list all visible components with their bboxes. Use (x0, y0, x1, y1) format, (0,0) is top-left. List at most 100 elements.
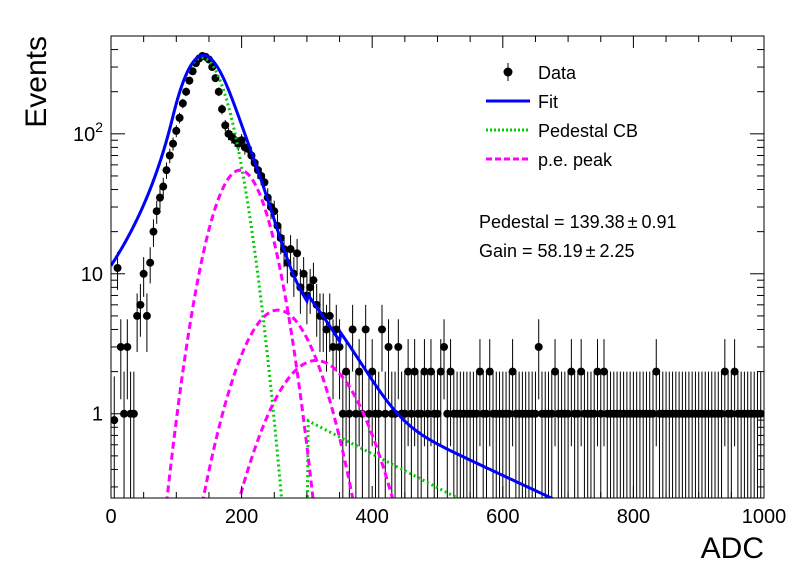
data-point (368, 339, 377, 447)
data-marker (355, 367, 364, 376)
data-marker (214, 87, 223, 96)
data-marker (410, 367, 419, 376)
data-marker (423, 409, 432, 418)
data-point (508, 339, 517, 447)
data-marker (377, 325, 386, 334)
data-point (309, 262, 318, 305)
data-point (172, 125, 181, 138)
data-point (652, 339, 661, 447)
y-tick-label: 102 (73, 119, 103, 146)
data-point (152, 200, 161, 224)
data-point (730, 339, 739, 447)
data-marker (139, 269, 148, 278)
data-point (577, 339, 586, 447)
data-point (727, 371, 736, 498)
data-point (159, 177, 168, 197)
data-marker (338, 409, 347, 418)
x-tick-label: 200 (225, 506, 258, 528)
data-point (299, 257, 308, 297)
data-marker (342, 367, 351, 376)
data-point (221, 119, 230, 132)
data-point (293, 238, 302, 273)
data-point (475, 339, 484, 447)
data-point (113, 251, 122, 290)
data-point (433, 371, 442, 498)
data-marker (404, 367, 413, 376)
data-marker (551, 367, 560, 376)
data-marker (384, 342, 393, 351)
data-marker (730, 367, 739, 376)
data-marker (182, 87, 191, 96)
data-marker (720, 367, 729, 376)
data-marker (178, 99, 187, 108)
data-point (420, 339, 429, 447)
data-marker (123, 342, 132, 351)
data-marker (237, 136, 246, 145)
data-marker (475, 367, 484, 376)
data-marker (505, 409, 514, 418)
data-marker (322, 325, 331, 334)
data-marker (443, 409, 452, 418)
data-marker (306, 283, 315, 292)
data-point (485, 339, 494, 447)
data-marker (345, 409, 354, 418)
pe-peak-curve-1 (165, 168, 315, 498)
data-point (361, 304, 370, 372)
data-marker (335, 342, 344, 351)
data-marker (361, 325, 370, 334)
tick-labels: 0 200 400 600 800 1000 1 10 102 (73, 119, 786, 528)
data-marker (394, 342, 403, 351)
data-marker (577, 367, 586, 376)
data-point (384, 319, 393, 400)
data-marker (188, 67, 197, 76)
data-marker (381, 409, 390, 418)
y-tick-label: 1 (92, 404, 103, 426)
data-marker (299, 269, 308, 278)
data-point (185, 76, 194, 85)
data-point (505, 371, 514, 498)
x-tick-label: 600 (486, 506, 519, 528)
data-marker (165, 151, 174, 160)
data-point (146, 247, 155, 284)
data-point (116, 319, 125, 400)
x-tick-label: 0 (105, 506, 116, 528)
axis-ticks (110, 35, 765, 498)
data-marker (482, 409, 491, 418)
x-axis-title: ADC (701, 532, 764, 565)
data-point (423, 371, 432, 498)
data-marker (309, 276, 318, 285)
data-point (472, 371, 481, 498)
fit-results: Pedestal = 139.38 ±0.91 Gain = 58.19 ±2.25 (479, 212, 677, 261)
data-point (564, 371, 573, 498)
data-point (534, 319, 543, 400)
data-marker (652, 367, 661, 376)
data-marker (600, 367, 609, 376)
data-marker (593, 367, 602, 376)
legend-label-data: Data (538, 63, 577, 83)
data-point (182, 87, 191, 97)
data-marker (472, 409, 481, 418)
x-tick-label: 800 (617, 506, 650, 528)
fit-result-1: Pedestal = 139.38 ±0.91 (479, 212, 677, 232)
data-marker (129, 409, 138, 418)
y-tick-label: 10 (81, 264, 103, 286)
data-marker (573, 409, 582, 418)
data-marker (142, 311, 151, 320)
data-point (596, 371, 605, 498)
data-point (590, 371, 599, 498)
data-point (142, 293, 151, 352)
data-point (443, 371, 452, 498)
data-marker (146, 258, 155, 267)
data-point (426, 339, 435, 447)
data-marker (152, 207, 161, 216)
data-marker (534, 342, 543, 351)
legend: Data Fit Pedestal CB p.e. peak (486, 63, 638, 170)
data-marker (175, 113, 184, 122)
data-point (407, 371, 416, 498)
data-point (136, 284, 145, 337)
data-marker (407, 409, 416, 418)
data-marker (648, 409, 657, 418)
data-marker (162, 166, 171, 175)
